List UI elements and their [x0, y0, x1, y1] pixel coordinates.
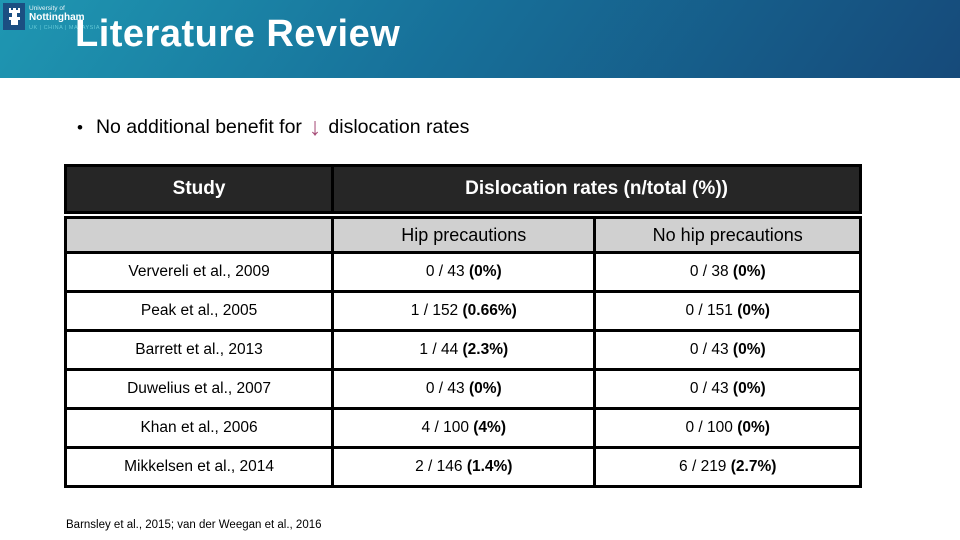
no-hip-cell: 0 / 100 (0%)	[593, 407, 862, 449]
logo-line-1: University of	[29, 5, 65, 12]
no-hip-pct: (2.7%)	[730, 458, 777, 475]
hip-cell: 0 / 43 (0%)	[331, 251, 597, 293]
title-bar: University of Nottingham UK | CHINA | MA…	[0, 0, 960, 78]
logo-line-2: Nottingham	[29, 12, 85, 24]
no-hip-value: 6 / 219	[679, 458, 727, 475]
no-hip-value: 0 / 100	[685, 419, 733, 436]
table-row: Khan et al., 2006 4 / 100 (4%) 0 / 100 (…	[63, 407, 862, 449]
table-subheader-no-hip: No hip precautions	[593, 216, 862, 254]
hip-pct: (4%)	[473, 419, 506, 436]
bullet-text-after: dislocation rates	[328, 116, 470, 138]
table-row: Peak et al., 2005 1 / 152 (0.66%) 0 / 15…	[63, 290, 862, 332]
no-hip-pct: (0%)	[737, 419, 770, 436]
results-table-header: Study Dislocation rates (n/total (%))	[63, 164, 862, 214]
hip-pct: (2.3%)	[462, 341, 509, 358]
table-row: Duwelius et al., 2007 0 / 43 (0%) 0 / 43…	[63, 368, 862, 410]
table-row: Ververeli et al., 2009 0 / 43 (0%) 0 / 3…	[63, 251, 862, 293]
no-hip-pct: (0%)	[732, 380, 766, 397]
hip-value: 1 / 152	[410, 302, 459, 319]
table-subheader-empty	[63, 216, 335, 254]
results-table: Study Dislocation rates (n/total (%)) Hi…	[63, 164, 862, 488]
table-header-rates: Dislocation rates (n/total (%))	[331, 164, 862, 214]
table-subheader-hip: Hip precautions	[331, 216, 597, 254]
citation-footnote: Barnsley et al., 2015; van der Weegan et…	[66, 519, 322, 531]
table-header-gap	[64, 214, 862, 216]
no-hip-cell: 0 / 43 (0%)	[593, 368, 862, 410]
hip-cell: 4 / 100 (4%)	[331, 407, 597, 449]
study-cell: Khan et al., 2006	[63, 407, 335, 449]
no-hip-cell: 0 / 38 (0%)	[593, 251, 862, 293]
no-hip-pct: (0%)	[732, 263, 766, 280]
no-hip-value: 0 / 43	[689, 341, 729, 358]
castle-icon	[3, 3, 25, 30]
table-subheader-row: Hip precautions No hip precautions	[63, 216, 862, 254]
hip-cell: 0 / 43 (0%)	[331, 368, 597, 410]
hip-pct: (1.4%)	[466, 458, 513, 475]
university-logo-text: University of Nottingham UK | CHINA | MA…	[29, 3, 100, 31]
no-hip-cell: 0 / 43 (0%)	[593, 329, 862, 371]
bullet-marker: •	[77, 118, 83, 137]
table-row: Barrett et al., 2013 1 / 44 (2.3%) 0 / 4…	[63, 329, 862, 371]
hip-value: 0 / 43	[425, 263, 465, 280]
no-hip-value: 0 / 38	[689, 263, 729, 280]
hip-value: 1 / 44	[419, 341, 459, 358]
study-cell: Barrett et al., 2013	[63, 329, 335, 371]
no-hip-value: 0 / 43	[689, 380, 729, 397]
hip-cell: 2 / 146 (1.4%)	[331, 446, 597, 488]
table-row: Mikkelsen et al., 2014 2 / 146 (1.4%) 6 …	[63, 446, 862, 488]
no-hip-pct: (0%)	[732, 341, 766, 358]
study-cell: Peak et al., 2005	[63, 290, 335, 332]
hip-value: 4 / 100	[421, 419, 469, 436]
hip-cell: 1 / 152 (0.66%)	[331, 290, 597, 332]
hip-value: 2 / 146	[415, 458, 463, 475]
no-hip-value: 0 / 151	[685, 302, 733, 319]
no-hip-pct: (0%)	[737, 302, 770, 319]
results-table-body: Hip precautions No hip precautions Verve…	[63, 216, 862, 488]
university-logo: University of Nottingham UK | CHINA | MA…	[3, 3, 100, 31]
hip-pct: (0%)	[468, 380, 502, 397]
study-cell: Mikkelsen et al., 2014	[63, 446, 335, 488]
logo-line-3: UK | CHINA | MALAYSIA	[29, 25, 101, 32]
hip-pct: (0.66%)	[462, 302, 517, 319]
hip-value: 0 / 43	[425, 380, 465, 397]
page-title: Literature Review	[75, 13, 401, 55]
study-cell: Ververeli et al., 2009	[63, 251, 335, 293]
hip-pct: (0%)	[468, 263, 502, 280]
study-cell: Duwelius et al., 2007	[63, 368, 335, 410]
bullet-text-before: No additional benefit for	[95, 116, 302, 138]
bullet-point: • No additional benefit for ↓ dislocatio…	[77, 111, 470, 141]
no-hip-cell: 0 / 151 (0%)	[593, 290, 862, 332]
down-arrow-icon: ↓	[308, 113, 322, 141]
table-header-study: Study	[63, 164, 335, 214]
hip-cell: 1 / 44 (2.3%)	[331, 329, 597, 371]
no-hip-cell: 6 / 219 (2.7%)	[593, 446, 862, 488]
